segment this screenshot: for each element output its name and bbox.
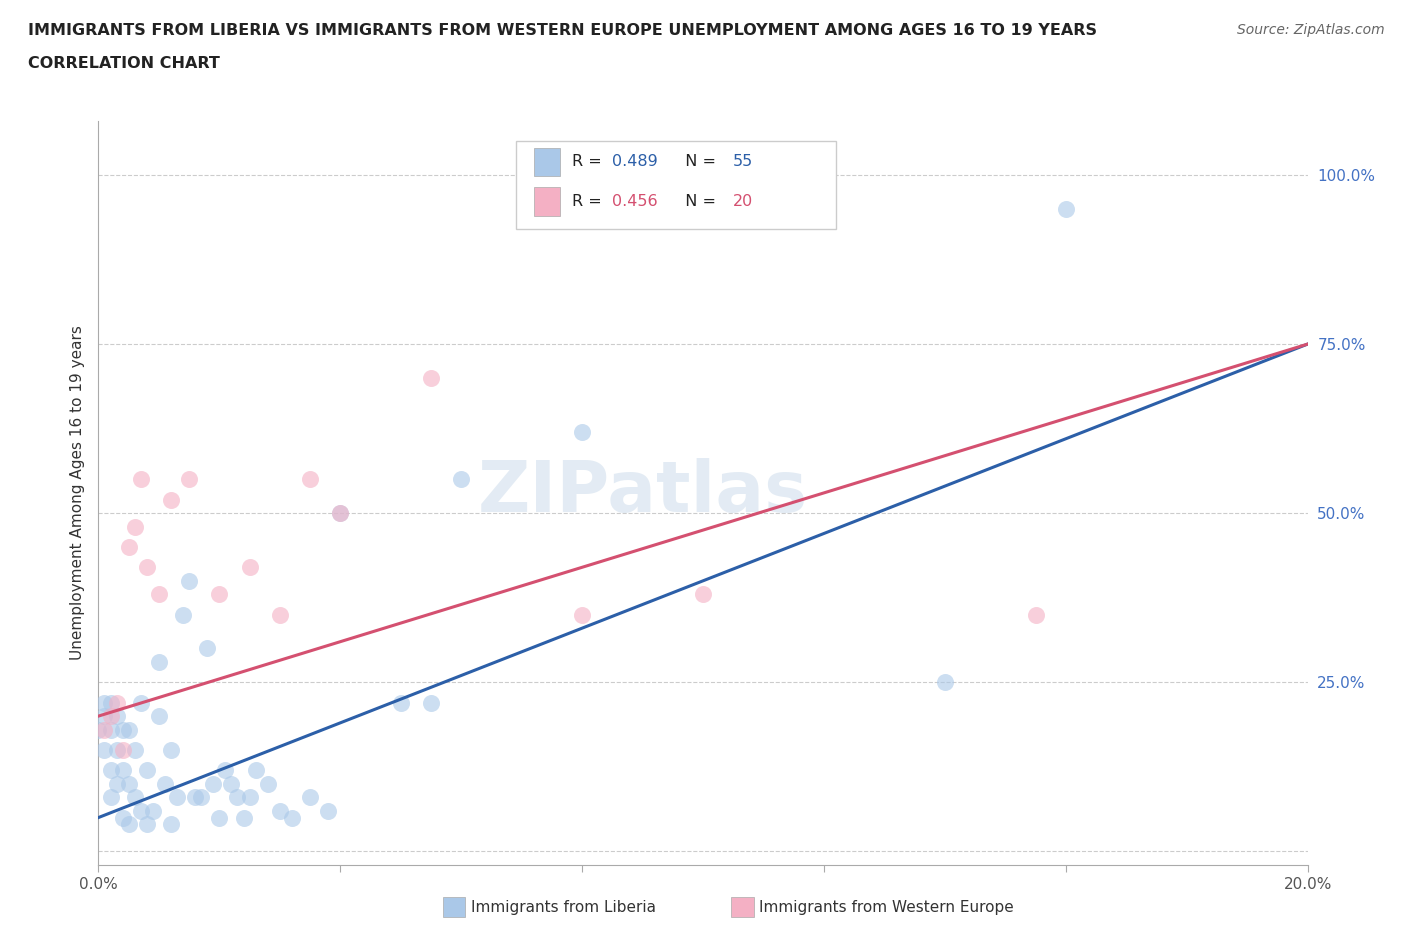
Point [202,777,225,791]
Bar [516,141,837,229]
Point [232,810,254,825]
Point [118,817,141,831]
Text: R =: R = [572,194,607,209]
Point [208,810,231,825]
Text: N =: N = [675,154,721,169]
Point [420,370,443,385]
Point [111,810,134,825]
Point [118,777,141,791]
Point [160,492,183,507]
Point [221,777,243,791]
Point [142,804,165,818]
Point [195,641,218,656]
Text: ZIPatlas: ZIPatlas [478,458,807,527]
Point [571,425,593,440]
Point [93,723,115,737]
Point [281,810,304,825]
Point [93,742,115,757]
Point [124,742,146,757]
Bar [534,187,561,216]
Point [692,587,714,602]
Point [179,472,201,486]
Point [208,587,231,602]
Point [124,519,146,534]
Point [93,695,115,710]
Point [105,709,128,724]
Text: CORRELATION CHART: CORRELATION CHART [28,56,219,71]
Point [1024,607,1046,622]
Point [245,763,267,777]
Point [93,709,115,724]
Point [214,763,236,777]
Point [105,695,128,710]
Point [1054,202,1077,217]
Point [118,723,141,737]
Point [100,790,122,804]
Point [148,709,170,724]
Point [87,723,110,737]
Point [226,790,249,804]
Point [571,607,593,622]
Text: N =: N = [675,194,721,209]
Point [389,695,412,710]
Point [135,560,157,575]
Text: Immigrants from Western Europe: Immigrants from Western Europe [759,900,1014,915]
Point [166,790,188,804]
Point [269,607,291,622]
Point [129,804,152,818]
Point [190,790,212,804]
Point [111,742,134,757]
Point [135,817,157,831]
Point [329,506,352,521]
Point [329,506,352,521]
Point [100,723,122,737]
Point [299,790,322,804]
Point [172,607,194,622]
Point [111,723,134,737]
Point [129,695,152,710]
Point [934,675,956,690]
Point [153,777,176,791]
Point [100,763,122,777]
Point [129,472,152,486]
Point [118,539,141,554]
Point [184,790,207,804]
Point [100,709,122,724]
Text: R =: R = [572,154,607,169]
Text: 0.489: 0.489 [613,154,658,169]
Point [148,655,170,670]
Point [450,472,472,486]
Text: 0.456: 0.456 [613,194,658,209]
Point [105,777,128,791]
Point [135,763,157,777]
Point [420,695,443,710]
Point [160,742,183,757]
Point [111,763,134,777]
Point [239,790,262,804]
Text: IMMIGRANTS FROM LIBERIA VS IMMIGRANTS FROM WESTERN EUROPE UNEMPLOYMENT AMONG AGE: IMMIGRANTS FROM LIBERIA VS IMMIGRANTS FR… [28,23,1097,38]
Text: Immigrants from Liberia: Immigrants from Liberia [471,900,657,915]
Point [160,817,183,831]
Point [124,790,146,804]
Y-axis label: Unemployment Among Ages 16 to 19 years: Unemployment Among Ages 16 to 19 years [69,326,84,660]
Text: 55: 55 [734,154,754,169]
Bar [534,148,561,176]
Point [239,560,262,575]
Point [148,587,170,602]
Point [256,777,278,791]
Point [299,472,322,486]
Point [179,574,201,589]
Point [316,804,339,818]
Text: 20: 20 [734,194,754,209]
Point [105,742,128,757]
Point [269,804,291,818]
Text: Source: ZipAtlas.com: Source: ZipAtlas.com [1237,23,1385,37]
Point [100,695,122,710]
